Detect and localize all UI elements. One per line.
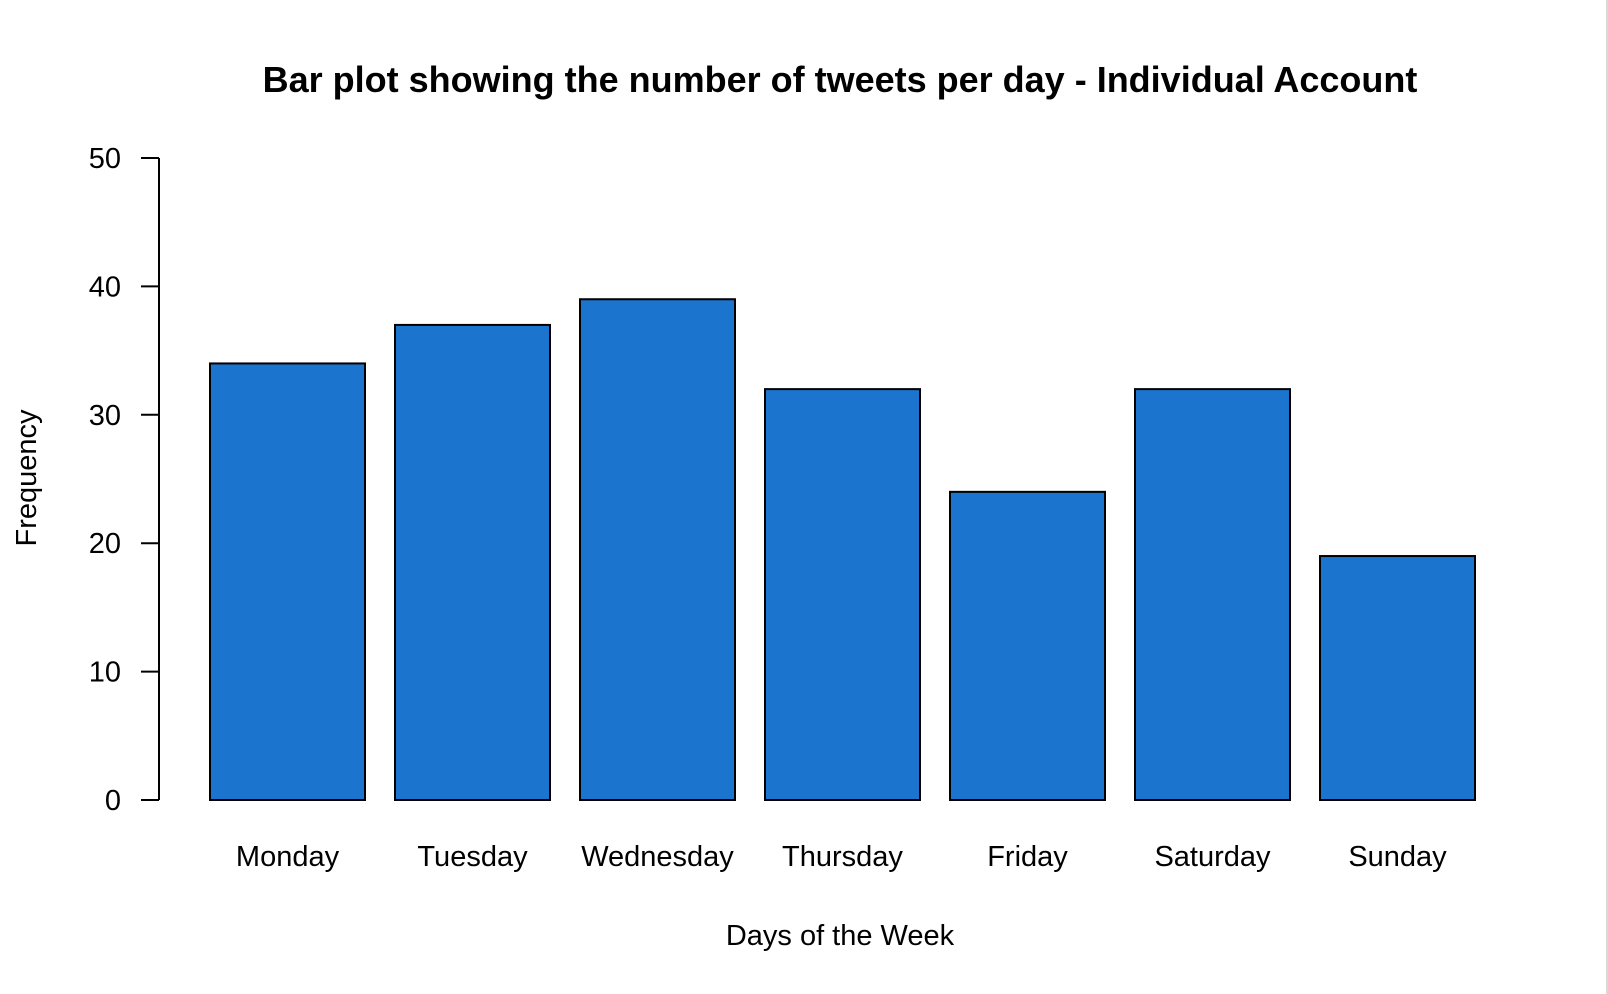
bar-wednesday [579, 298, 736, 801]
x-tick-label: Sunday [1348, 841, 1447, 873]
chart-title: Bar plot showing the number of tweets pe… [263, 59, 1418, 100]
bar-thursday [764, 388, 921, 801]
bar-monday [209, 362, 366, 801]
bar-saturday [1134, 388, 1291, 801]
bar-tuesday [394, 323, 551, 801]
x-tick-label: Monday [236, 841, 340, 873]
y-tick-label: 50 [89, 143, 121, 175]
y-tick-label: 30 [89, 400, 121, 432]
y-axis: 0 10 20 30 40 50 [89, 143, 160, 817]
y-tick-label: 40 [89, 271, 121, 303]
bar-sunday [1319, 555, 1476, 801]
bars-group [209, 298, 1476, 801]
x-tick-label: Wednesday [581, 841, 734, 873]
x-tick-label: Saturday [1154, 841, 1271, 873]
y-tick-label: 0 [105, 785, 121, 817]
x-axis-label: Days of the Week [726, 920, 955, 952]
y-tick-label: 20 [89, 528, 121, 560]
x-tick-label: Tuesday [417, 841, 528, 873]
bar-friday [949, 490, 1106, 801]
x-tick-label: Friday [987, 841, 1068, 873]
y-axis-label: Frequency [11, 409, 43, 547]
y-tick-label: 10 [89, 657, 121, 689]
frame-border [1606, 0, 1608, 994]
x-tick-label: Thursday [782, 841, 903, 873]
x-tick-labels: Monday Tuesday Wednesday Thursday Friday Satu… [236, 841, 1447, 873]
